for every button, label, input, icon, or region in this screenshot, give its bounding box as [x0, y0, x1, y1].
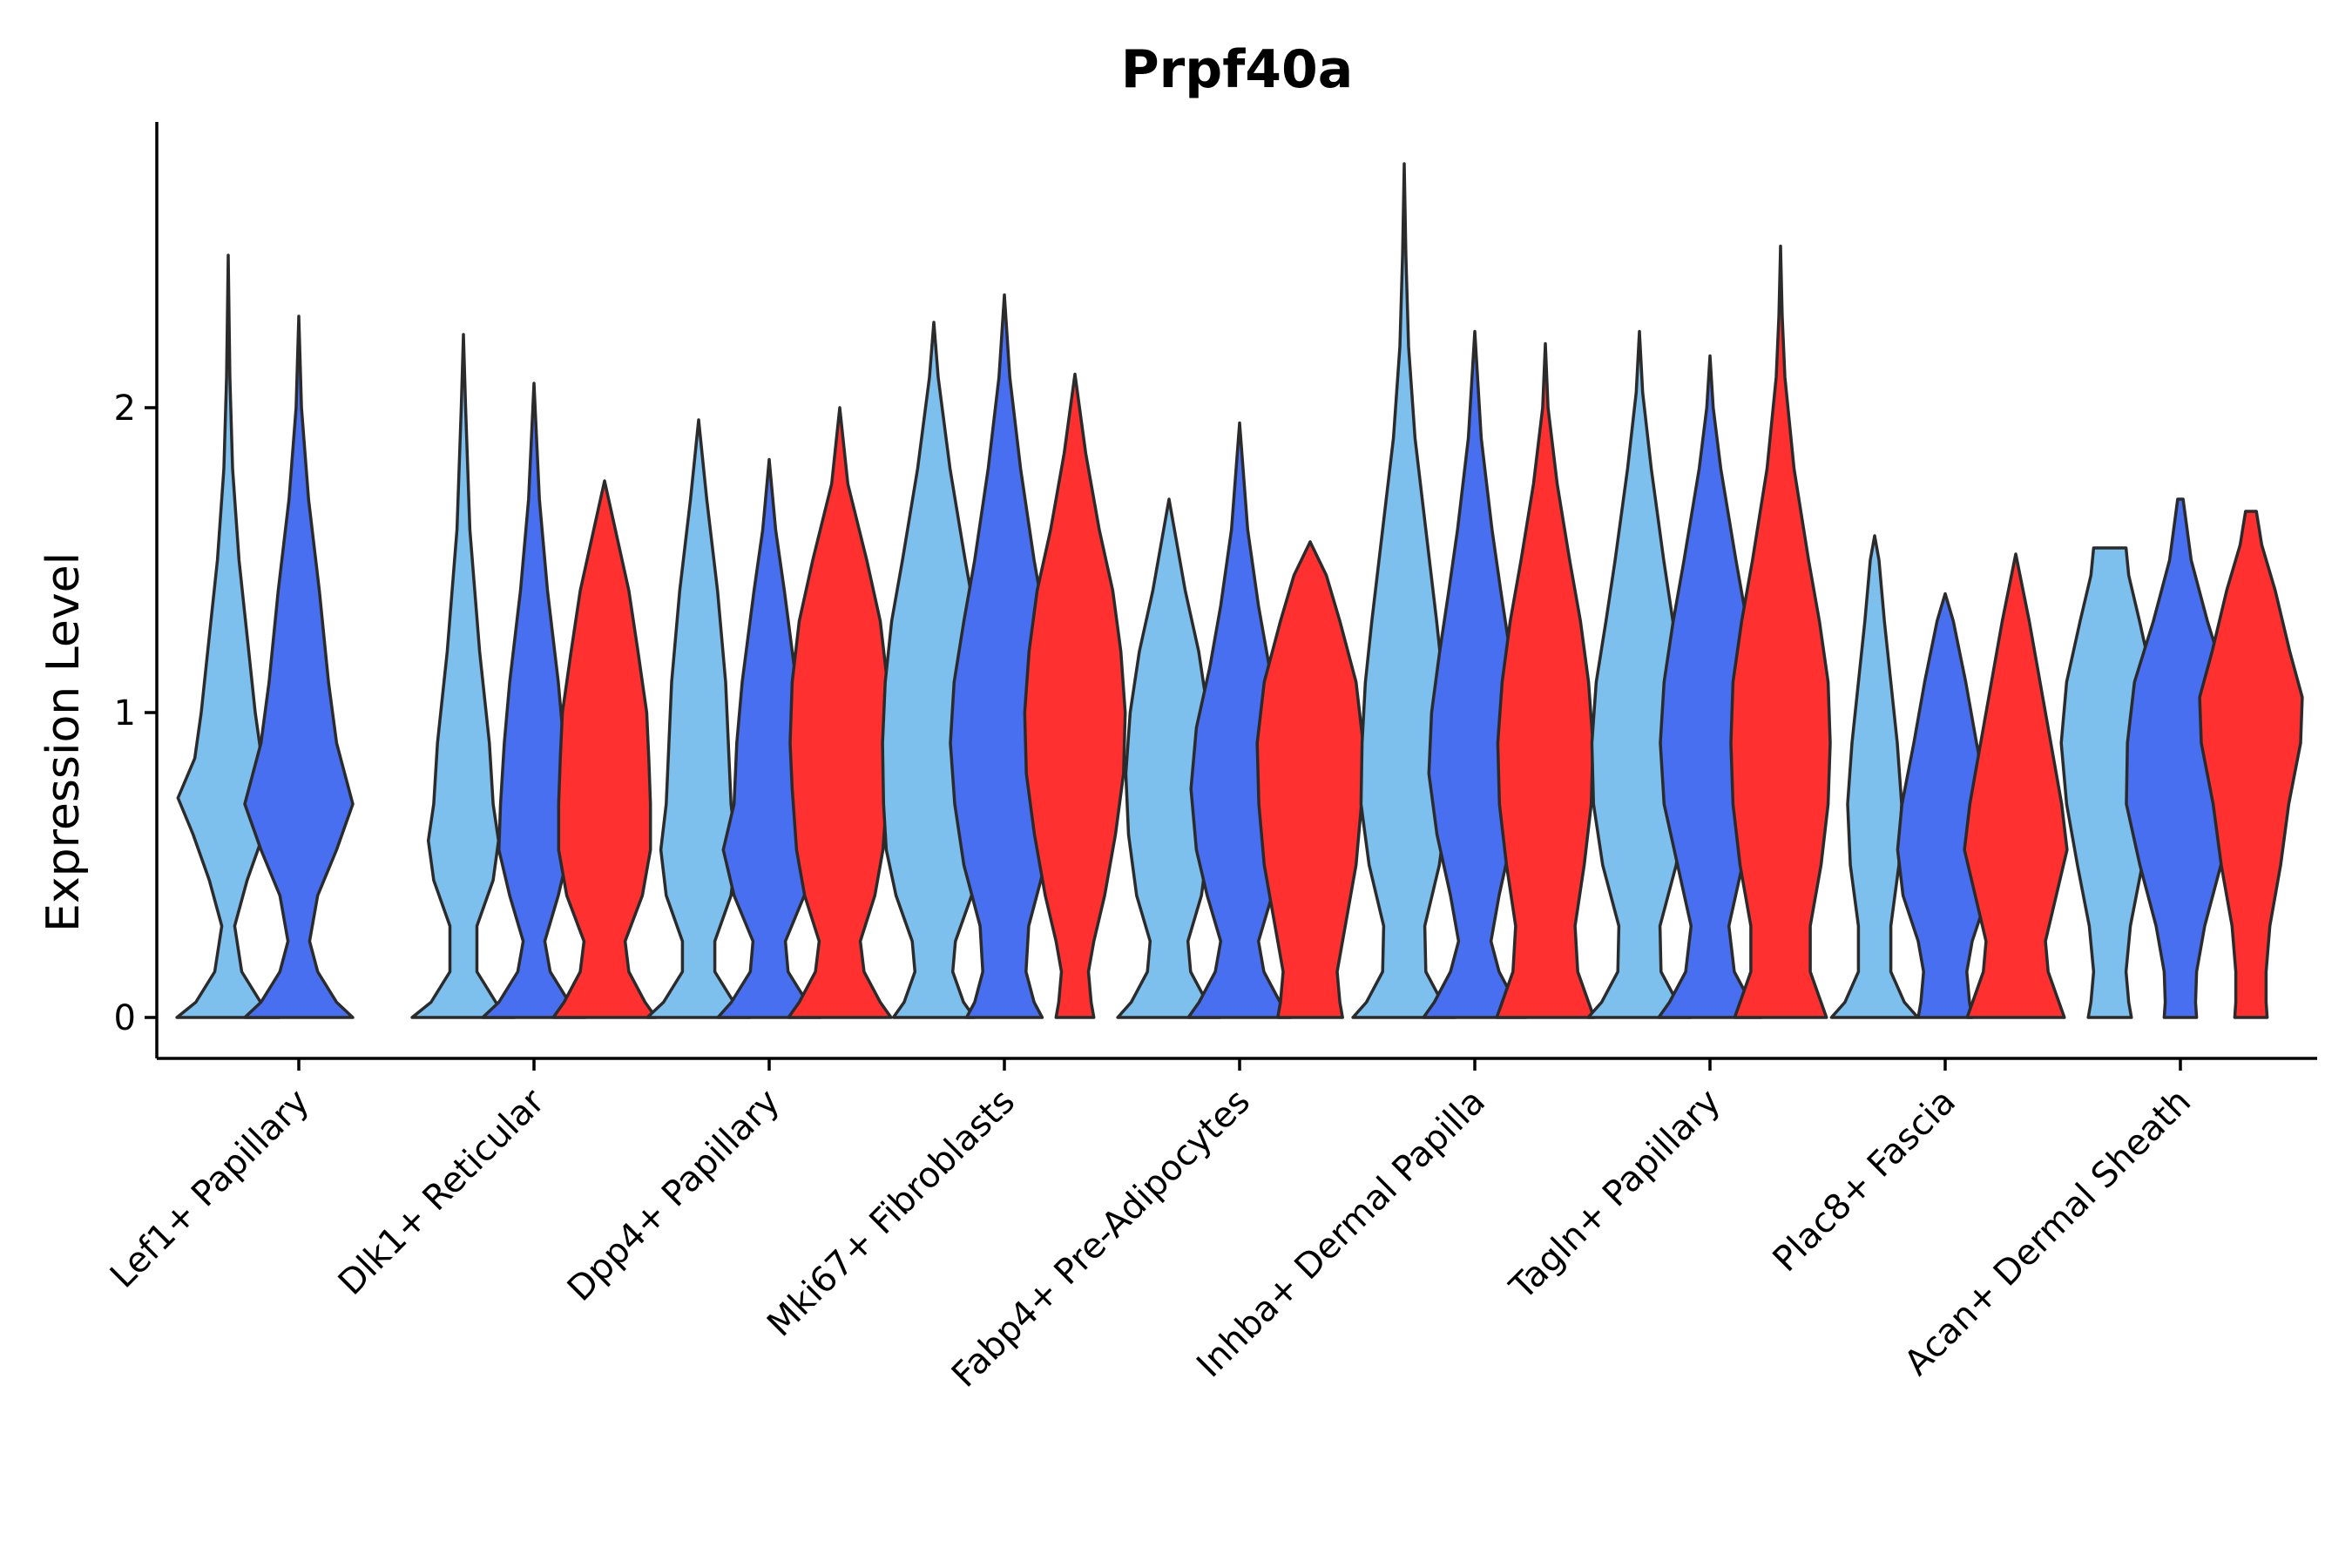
x-ticks-layer: Lef1+ Papillary Dlk1+ Reticular Dpp4+ Papi… [103, 1058, 2199, 1396]
violins-layer [175, 162, 2304, 1019]
axes-layer [155, 122, 2317, 1060]
x-tick-label: Dlk1+ Reticular [331, 1081, 553, 1303]
x-tick-label: Dpp4+ Papillary [560, 1082, 787, 1309]
violin-tagln-papillary-group3 [1729, 244, 1832, 1019]
y-axis-label: Expression Level [37, 552, 90, 932]
y-tick-label: 0 [114, 998, 136, 1038]
violin-lef1-papillary-group2 [243, 314, 355, 1019]
x-tick-label: Plac8+ Fascia [1766, 1082, 1964, 1281]
violin-inhba-dermal-papilla-group3 [1495, 341, 1596, 1019]
violin-dpp4-papillary-group1 [645, 418, 752, 1019]
violin-mki67-fibroblasts-group3 [1023, 372, 1127, 1019]
x-tick-label: Mki67+ Fibroblasts [760, 1082, 1023, 1345]
violin-inhba-dermal-papilla-group1 [1351, 162, 1457, 1019]
violin-inhba-dermal-papilla-group2 [1422, 329, 1528, 1019]
violin-dlk1-reticular-group1 [410, 333, 517, 1019]
violin-acan-dermal-sheath-group2 [2125, 497, 2236, 1019]
violin-dpp4-papillary-group3 [787, 406, 893, 1019]
chart-title: Prpf40a [1121, 39, 1354, 100]
violin-lef1-papillary-group1 [175, 253, 281, 1019]
x-tick-label: Tagln+ Papillary [1502, 1082, 1728, 1308]
y-tick-label: 1 [114, 693, 136, 733]
violin-acan-dermal-sheath-group1 [2059, 546, 2160, 1019]
x-tick-label: Lef1+ Papillary [103, 1082, 317, 1296]
violin-dlk1-reticular-group3 [551, 479, 658, 1019]
violin-dpp4-papillary-group2 [716, 457, 822, 1019]
violin-fabp4-pre-adipocytes-group1 [1116, 497, 1222, 1019]
violin-plac8-fascia-group1 [1829, 534, 1920, 1019]
violin-fabp4-pre-adipocytes-group3 [1255, 540, 1365, 1019]
y-ticks-layer: 0 1 2 [114, 389, 157, 1038]
violin-acan-dermal-sheath-group3 [2198, 510, 2304, 1019]
violin-plac8-fascia-group3 [1963, 552, 2069, 1019]
y-tick-label: 2 [114, 389, 136, 429]
